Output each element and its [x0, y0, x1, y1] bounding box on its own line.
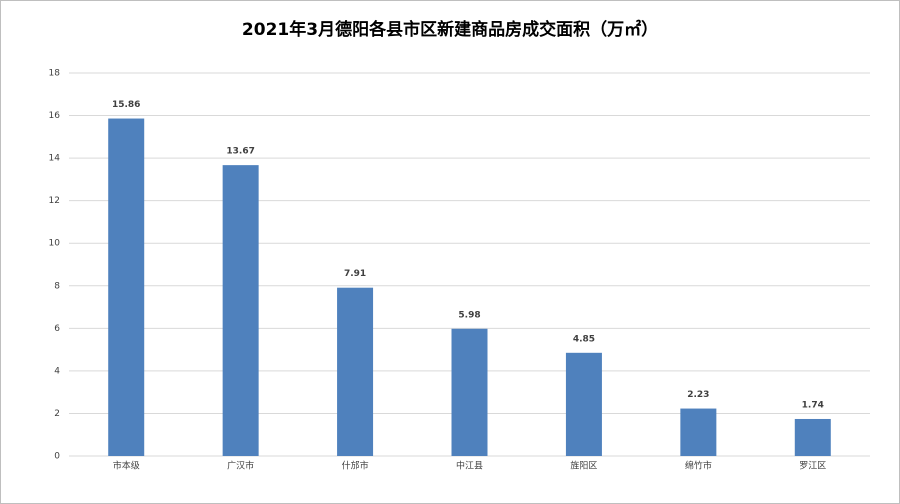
value-label: 7.91: [344, 269, 366, 279]
bar: [794, 418, 831, 456]
value-label: 15.86: [112, 100, 140, 110]
x-tick-label: 绵竹市: [685, 460, 712, 472]
bar: [680, 408, 717, 456]
value-label: 1.74: [802, 400, 824, 410]
x-tick-label: 市本级: [113, 460, 140, 472]
chart-title: 2021年3月德阳各县市区新建商品房成交面积（万㎡）: [242, 19, 658, 40]
value-label: 13.67: [226, 147, 254, 157]
y-tick-label: 8: [54, 281, 60, 291]
x-tick-label: 什邡市: [342, 460, 369, 472]
y-tick-label: 10: [49, 239, 61, 249]
bar: [337, 287, 374, 456]
x-tick-label: 广汉市: [227, 460, 254, 472]
value-label: 2.23: [687, 390, 709, 400]
y-tick-label: 18: [49, 69, 61, 79]
bar: [451, 328, 488, 456]
value-label: 4.85: [573, 334, 595, 344]
y-tick-label: 6: [54, 324, 60, 334]
bar: [565, 352, 602, 456]
bar: [222, 165, 259, 456]
y-tick-label: 14: [49, 154, 61, 164]
y-tick-label: 4: [54, 366, 60, 376]
y-tick-label: 12: [49, 196, 60, 206]
y-tick-label: 16: [49, 111, 61, 121]
value-label: 5.98: [458, 310, 480, 320]
x-tick-label: 旌阳区: [570, 460, 597, 472]
x-tick-label: 罗江区: [799, 461, 826, 472]
y-tick-label: 0: [54, 452, 60, 462]
bar: [108, 118, 145, 456]
x-tick-label: 中江县: [456, 460, 483, 472]
y-tick-label: 2: [54, 409, 60, 419]
